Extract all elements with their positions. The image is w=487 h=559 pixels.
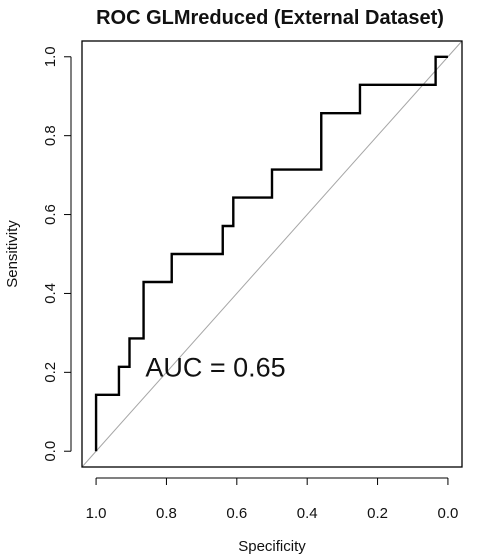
x-tick-label: 1.0 bbox=[86, 505, 107, 522]
x-tick-label: 0.6 bbox=[226, 505, 247, 522]
x-axis-title: Specificity bbox=[238, 538, 306, 555]
chart-title: ROC GLMreduced (External Dataset) bbox=[96, 7, 444, 29]
y-tick-label: 0.8 bbox=[42, 125, 59, 146]
y-tick-label: 1.0 bbox=[42, 46, 59, 67]
x-tick-label: 0.4 bbox=[297, 505, 318, 522]
y-tick-label: 0.4 bbox=[42, 283, 59, 304]
y-tick-label: 0.0 bbox=[42, 441, 59, 462]
x-tick-label: 0.2 bbox=[367, 505, 388, 522]
y-tick-label: 0.2 bbox=[42, 362, 59, 383]
y-axis-title: Sensitivity bbox=[4, 220, 21, 288]
reference-diagonal-line bbox=[81, 40, 463, 468]
auc-annotation: AUC = 0.65 bbox=[145, 352, 285, 382]
x-tick-label: 0.0 bbox=[437, 505, 458, 522]
x-tick-label: 0.8 bbox=[156, 505, 177, 522]
plot-frame bbox=[81, 40, 463, 468]
plot-area bbox=[81, 40, 463, 468]
y-tick-label: 0.6 bbox=[42, 204, 59, 225]
roc-curve-line bbox=[94, 55, 448, 452]
